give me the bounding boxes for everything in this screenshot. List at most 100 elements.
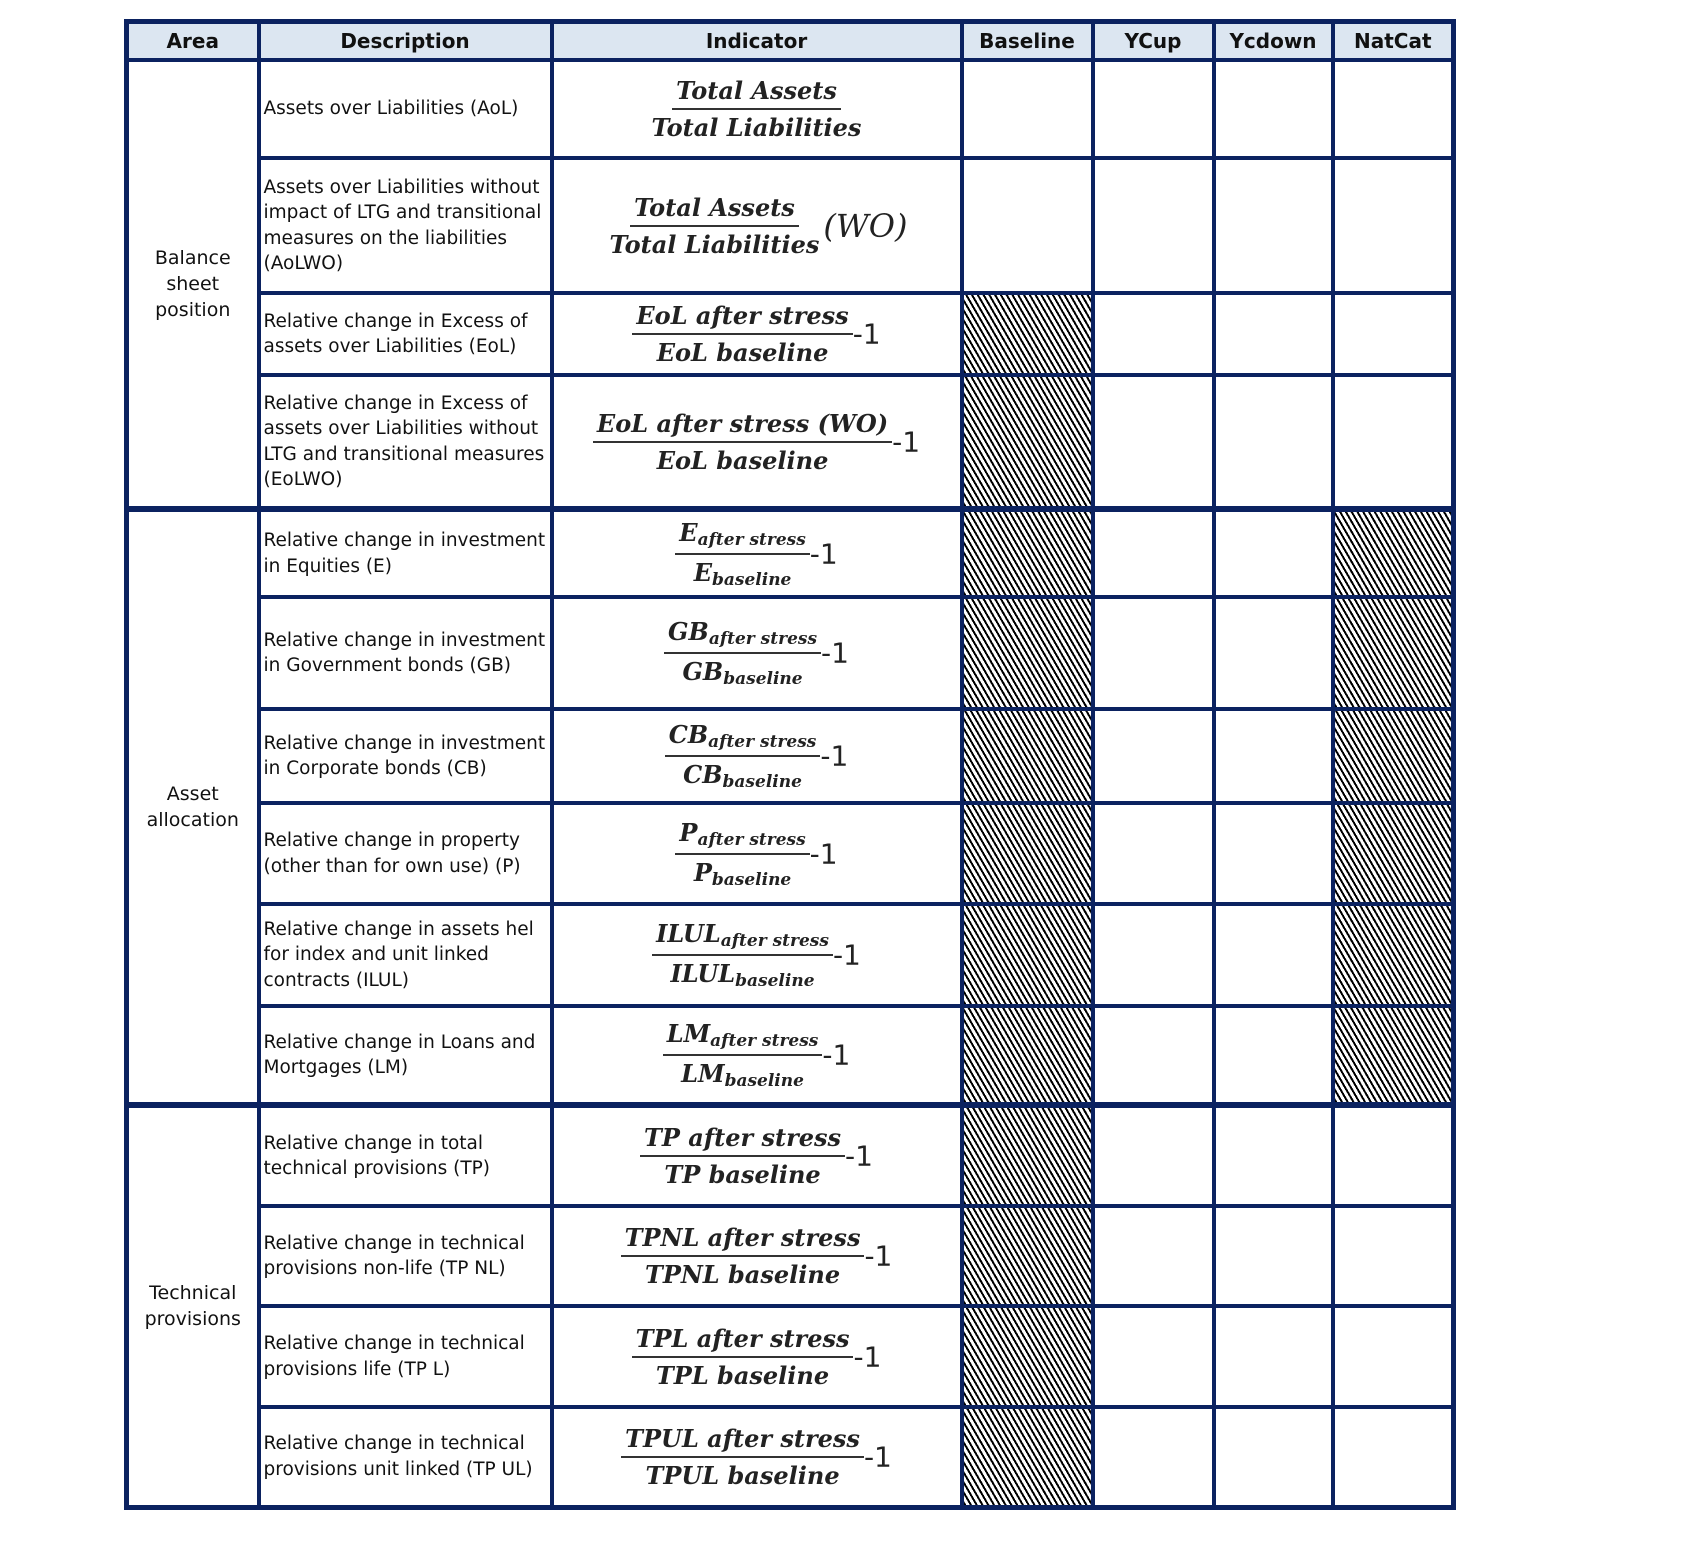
cell-ycdown [1211, 1004, 1335, 1107]
cell-baseline [959, 291, 1095, 377]
description-cell: Relative change in investment in Corpora… [256, 707, 554, 805]
cell-ycdown [1211, 58, 1335, 160]
indicator-formula: Pafter stress Pbaseline -1 [549, 801, 964, 906]
cell-natcat [1330, 58, 1456, 160]
numerator-subscript: after stress [710, 1031, 819, 1051]
fraction: Total Assets Total Liabilities [648, 76, 866, 142]
description-cell: Relative change in Excess of assets over… [256, 373, 554, 511]
formula-suffix: -1 [821, 636, 849, 670]
column-header-ycup: YCup [1090, 19, 1216, 62]
header-row: Area Description Indicator Baseline YCup Ycdo… [124, 19, 1456, 62]
formula-suffix: -1 [820, 739, 849, 773]
table-row: Relative change in Loans and Mortgages (… [127, 1004, 1456, 1107]
cell-baseline [959, 595, 1095, 711]
cell-ycdown [1211, 1304, 1335, 1409]
description-cell: Relative change in technical provisions … [256, 1204, 554, 1308]
area-cell: Technical provisions [124, 1102, 261, 1509]
formula-suffix: -1 [852, 317, 881, 351]
numerator: EoL after stress (WO) [592, 409, 893, 443]
formula-suffix: -1 [822, 1038, 851, 1072]
cell-ycup [1090, 1204, 1216, 1308]
formula-suffix: -1 [853, 1340, 882, 1373]
table-row: Asset allocation Relative change in inves… [124, 506, 1456, 1107]
denominator: GBbaseline [682, 657, 803, 689]
denominator-subscript: baseline [711, 569, 792, 590]
cell-baseline [959, 1405, 1095, 1509]
table-row: Assets over Liabilities without impact o… [127, 156, 1456, 295]
description-cell: Relative change in assets hel for index … [256, 902, 554, 1008]
numerator: ILULafter stress [652, 919, 833, 956]
cell-natcat [1330, 373, 1456, 511]
indicator-formula: EoL after stress (WO) EoL baseline -1 [549, 373, 964, 511]
cell-natcat [1330, 595, 1456, 711]
description-cell: Relative change in Loans and Mortgages (… [256, 1004, 554, 1107]
formula-suffix: -1 [864, 1239, 893, 1273]
cell-baseline [959, 506, 1095, 599]
cell-ycup [1090, 707, 1216, 805]
cell-natcat [1330, 1004, 1456, 1107]
column-header-ycdown: Ycdown [1211, 19, 1335, 62]
fraction: Pafter stress Pbaseline [675, 818, 810, 890]
numerator: TPNL after stress [620, 1223, 865, 1257]
numerator-subscript: after stress [720, 931, 829, 951]
fraction: EoL after stress (WO) EoL baseline [592, 409, 893, 475]
cell-ycup [1090, 1405, 1216, 1509]
cell-natcat [1330, 156, 1456, 295]
cell-baseline [959, 1004, 1095, 1107]
cell-natcat [1330, 1304, 1456, 1409]
cell-natcat [1330, 1405, 1456, 1509]
denominator-subscript: baseline [735, 971, 815, 991]
cell-natcat [1330, 1102, 1456, 1208]
column-header-natcat: NatCat [1330, 19, 1456, 62]
cell-baseline [959, 707, 1095, 805]
formula-suffix: -1 [832, 938, 861, 972]
formula-suffix: (WO) [823, 206, 908, 245]
table-row: Relative change in technical provisions … [127, 1304, 1456, 1409]
cell-baseline [959, 1204, 1095, 1308]
indicator-formula: TPL after stress TPL baseline -1 [549, 1304, 964, 1409]
numerator: TP after stress [640, 1123, 846, 1157]
cell-natcat [1330, 902, 1456, 1008]
cell-ycup [1090, 902, 1216, 1008]
indicator-formula: LMafter stress LMbaseline -1 [549, 1004, 964, 1107]
indicator-formula: TP after stress TP baseline -1 [549, 1102, 964, 1208]
indicator-formula: TPUL after stress TPUL baseline -1 [549, 1405, 964, 1509]
fraction: CBafter stress CBbaseline [664, 720, 821, 792]
description-cell: Relative change in total technical provi… [256, 1102, 554, 1208]
numerator: CBafter stress [664, 720, 821, 757]
numerator: TPL after stress [631, 1324, 854, 1358]
denominator: Pbaseline [693, 857, 792, 890]
description-cell: Relative change in technical provisions … [256, 1405, 554, 1509]
numerator: Total Assets [630, 193, 799, 227]
cell-baseline [959, 1304, 1095, 1409]
description-cell: Assets over Liabilities (AoL) [256, 58, 554, 160]
fraction: GBafter stress GBbaseline [664, 617, 822, 689]
cell-ycdown [1211, 1204, 1335, 1308]
table-row: Relative change in Excess of assets over… [127, 291, 1456, 377]
description-cell: Relative change in investment in Equitie… [256, 506, 554, 599]
denominator: ILULbaseline [670, 959, 815, 991]
cell-ycdown [1211, 1405, 1335, 1509]
column-header-indicator: Indicator [549, 19, 964, 62]
cell-ycdown [1211, 801, 1335, 906]
area-cell: Balance sheet position [124, 58, 261, 511]
denominator: CBbaseline [683, 760, 802, 792]
fraction: TPUL after stress TPUL baseline [621, 1424, 864, 1490]
numerator: LMafter stress [662, 1019, 823, 1056]
indicator-formula: Eafter stress Ebaseline -1 [549, 506, 964, 599]
cell-ycup [1090, 156, 1216, 295]
cell-natcat [1330, 707, 1456, 805]
numerator: GBafter stress [664, 617, 822, 654]
numerator-subscript: after stress [697, 529, 806, 550]
table-row: Relative change in investment in Governm… [127, 595, 1456, 711]
formula-suffix: -1 [863, 1440, 892, 1474]
stress-indicator-table: Area Description Indicator Baseline YCup Ycdo… [124, 19, 1456, 1510]
cell-ycdown [1211, 902, 1335, 1008]
cell-baseline [959, 1102, 1095, 1208]
formula-suffix: -1 [809, 537, 838, 570]
denominator-subscript: baseline [722, 772, 802, 792]
cell-ycdown [1211, 1102, 1335, 1208]
cell-baseline [959, 902, 1095, 1008]
table-row: Relative change in Excess of assets over… [127, 373, 1456, 511]
indicator-formula: ILULafter stress ILULbaseline -1 [549, 902, 964, 1008]
